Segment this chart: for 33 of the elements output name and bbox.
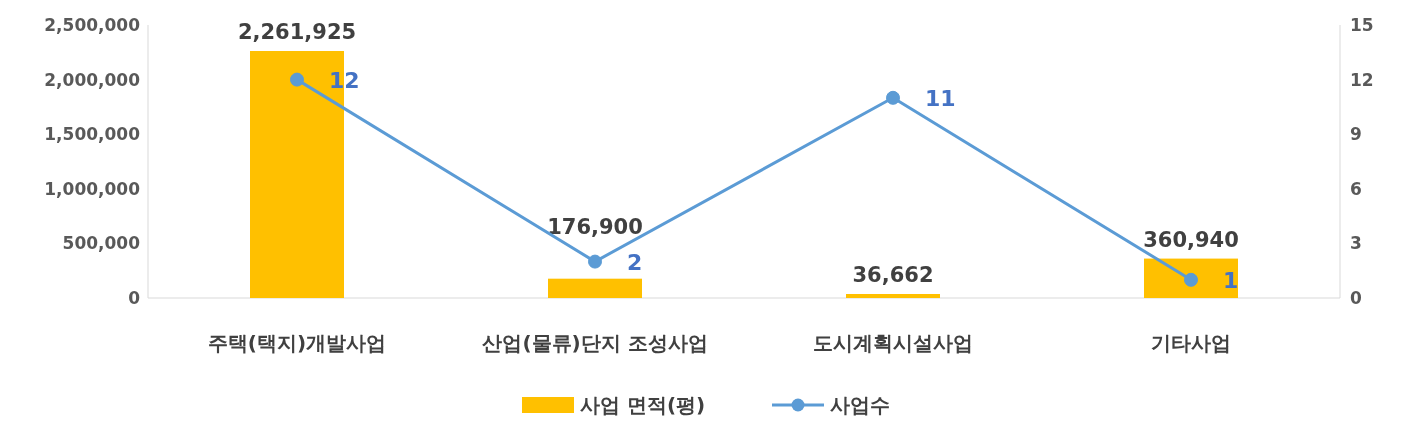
y2-tick-label: 0	[1350, 288, 1362, 308]
legend-label: 사업수	[830, 393, 890, 417]
y2-tick-label: 15	[1350, 15, 1374, 35]
point	[588, 254, 602, 269]
y2-tick-label: 12	[1350, 69, 1374, 90]
bar	[846, 294, 940, 298]
legend-label: 사업 면적(평)	[580, 393, 706, 417]
point	[886, 90, 900, 105]
y-tick-label: 500,000	[62, 233, 141, 254]
data-label: 2	[627, 249, 643, 275]
y-tick-label: 1,500,000	[44, 124, 141, 145]
y-tick-label: 2,500,000	[44, 15, 141, 35]
data-label: 360,940	[1143, 227, 1239, 252]
point	[1184, 272, 1198, 287]
x-tick-label: 주택(택지)개발사업	[207, 331, 387, 355]
data-label: 1	[1223, 267, 1239, 293]
y2-tick-label: 3	[1350, 233, 1362, 254]
bar	[1144, 258, 1238, 298]
x-tick-label: 산업(물류)단지 조성사업	[482, 331, 708, 355]
bar	[548, 278, 642, 298]
x-tick-label: 기타사업	[1151, 331, 1231, 355]
y2-tick-label: 6	[1350, 178, 1362, 199]
y2-tick-label: 9	[1350, 124, 1362, 145]
point	[290, 72, 304, 87]
data-label: 36,662	[852, 263, 934, 287]
data-label: 2,261,925	[237, 20, 357, 44]
y-tick-label: 0	[128, 288, 141, 308]
data-label: 176,900	[547, 214, 643, 239]
legend-사업수: 사업수	[772, 393, 890, 417]
x-tick-label: 도시계획시설사업	[813, 331, 973, 355]
y-tick-label: 2,000,000	[44, 69, 141, 90]
y-tick-label: 1,000,000	[44, 178, 141, 199]
data-label: 11	[925, 85, 956, 111]
